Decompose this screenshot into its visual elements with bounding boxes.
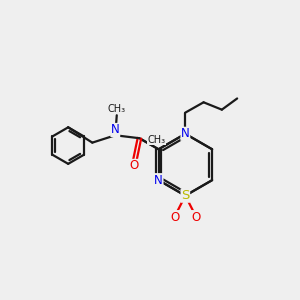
Text: CH₃: CH₃ bbox=[147, 135, 165, 145]
Text: O: O bbox=[129, 159, 138, 172]
Text: N: N bbox=[181, 127, 190, 140]
Text: O: O bbox=[191, 211, 201, 224]
Text: S: S bbox=[181, 189, 190, 202]
Text: N: N bbox=[154, 174, 163, 187]
Text: CH₃: CH₃ bbox=[108, 104, 126, 114]
Text: N: N bbox=[111, 124, 120, 136]
Text: O: O bbox=[170, 211, 179, 224]
